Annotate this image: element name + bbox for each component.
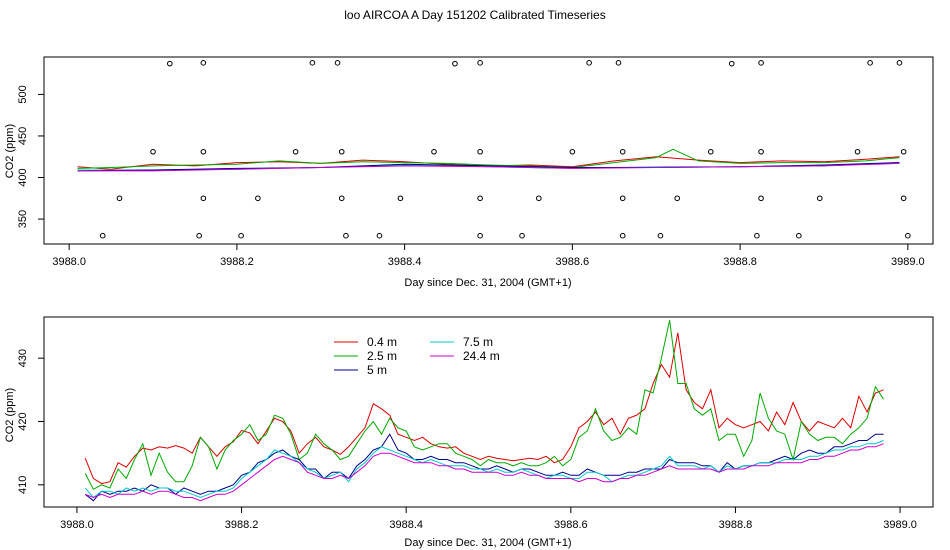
top-y-tick-label: 350 <box>17 210 29 228</box>
top-reference-point <box>452 60 458 67</box>
top-series-line <box>77 162 900 172</box>
legend-label: 7.5 m <box>463 335 493 349</box>
top-reference-point <box>477 232 483 239</box>
top-x-tick-label: 3988.6 <box>556 256 590 268</box>
top-reference-point <box>519 232 525 239</box>
top-reference-point <box>586 60 592 66</box>
top-reference-point <box>196 232 202 239</box>
top-reference-point <box>99 232 106 239</box>
top-reference-point <box>657 232 664 239</box>
legend: 0.4 m2.5 m5 m 7.5 m24.4 m <box>334 335 500 377</box>
top-reference-point <box>707 148 714 155</box>
top-reference-point <box>896 60 903 66</box>
top-y-tick-label: 450 <box>17 127 29 145</box>
top-reference-point <box>200 195 207 202</box>
top-reference-point <box>200 148 207 155</box>
bottom-x-tick-label: 3988.4 <box>389 519 423 531</box>
bottom-x-axis-label: Day since Dec. 31, 2004 (GMT+1) <box>404 537 571 549</box>
top-reference-point <box>397 195 404 202</box>
top-y-tick-label: 500 <box>17 85 29 103</box>
bottom-y-tick-label: 410 <box>17 476 29 494</box>
top-reference-point <box>569 148 576 155</box>
bottom-y-tick-label: 420 <box>17 412 29 430</box>
top-reference-point <box>292 148 299 155</box>
top-reference-point <box>867 60 873 66</box>
top-reference-point <box>431 148 437 155</box>
top-reference-point <box>619 195 626 202</box>
top-reference-point <box>905 232 911 239</box>
top-reference-point <box>238 232 244 239</box>
bottom-x-tick-label: 3989.0 <box>883 519 917 531</box>
top-reference-point <box>900 195 907 202</box>
top-x-axis-label: Day since Dec. 31, 2004 (GMT+1) <box>404 277 571 289</box>
legend-label: 2.5 m <box>367 349 397 363</box>
top-reference-point <box>343 232 349 239</box>
top-reference-point <box>477 60 483 66</box>
bottom-series-line-2-5-m <box>84 320 885 490</box>
top-reference-point <box>619 232 626 239</box>
legend-label: 0.4 m <box>367 335 397 349</box>
top-reference-point <box>854 148 861 155</box>
top-x-tick-label: 3988.2 <box>220 256 254 268</box>
top-reference-point <box>615 60 622 66</box>
bottom-x-tick-label: 3988.6 <box>554 519 588 531</box>
chart-title: loo AIRCOA A Day 151202 Calibrated Times… <box>344 8 605 22</box>
bottom-series-line-24-4-m <box>85 443 884 502</box>
legend-label: 24.4 m <box>463 349 500 363</box>
top-y-axis-label: CO2 (ppm) <box>4 124 16 178</box>
bottom-series-line-5-m <box>84 433 884 502</box>
bottom-plot-frame <box>43 316 934 508</box>
top-reference-point <box>376 232 383 239</box>
bottom-y-axis-label: CO2 (ppm) <box>4 388 16 442</box>
top-reference-point <box>334 60 341 66</box>
top-reference-point <box>754 232 760 239</box>
top-reference-point <box>477 148 483 155</box>
top-reference-point <box>338 195 345 202</box>
top-reference-point <box>200 60 207 66</box>
top-panel: CO2 (ppm) Day since Dec. 31, 2004 (GMT+1… <box>4 56 934 289</box>
top-reference-point <box>728 60 735 67</box>
top-reference-point <box>116 195 123 202</box>
top-reference-point <box>758 148 764 155</box>
top-reference-point <box>900 148 907 155</box>
bottom-x-tick-label: 3988.8 <box>719 519 753 531</box>
top-x-tick-label: 3989.0 <box>891 256 925 268</box>
top-y-tick-label: 400 <box>17 168 29 186</box>
top-series-line <box>77 148 900 169</box>
top-reference-point <box>536 195 542 202</box>
bottom-y-tick-label: 430 <box>17 349 29 367</box>
top-reference-point <box>309 60 316 66</box>
top-reference-point <box>338 148 345 155</box>
top-reference-point <box>150 148 156 155</box>
top-x-tick-label: 3988.0 <box>52 256 86 268</box>
legend-label: 5 m <box>367 363 387 377</box>
top-reference-point <box>816 195 823 202</box>
bottom-x-tick-label: 3988.2 <box>225 519 259 531</box>
top-x-tick-label: 3988.8 <box>723 256 757 268</box>
top-reference-point <box>758 195 764 202</box>
top-reference-point <box>674 195 681 202</box>
top-reference-point <box>255 195 261 202</box>
top-reference-point <box>477 195 483 202</box>
bottom-panel: CO2 (ppm) Day since Dec. 31, 2004 (GMT+1… <box>4 316 934 549</box>
top-x-tick-label: 3988.4 <box>388 256 422 268</box>
top-reference-point <box>167 60 173 67</box>
bottom-x-tick-label: 3988.0 <box>60 519 94 531</box>
top-reference-point <box>796 232 802 239</box>
top-reference-point <box>758 60 764 66</box>
bottom-series-line-0-4-m <box>84 332 884 485</box>
top-plot-frame <box>43 56 934 245</box>
top-reference-point <box>619 148 626 155</box>
